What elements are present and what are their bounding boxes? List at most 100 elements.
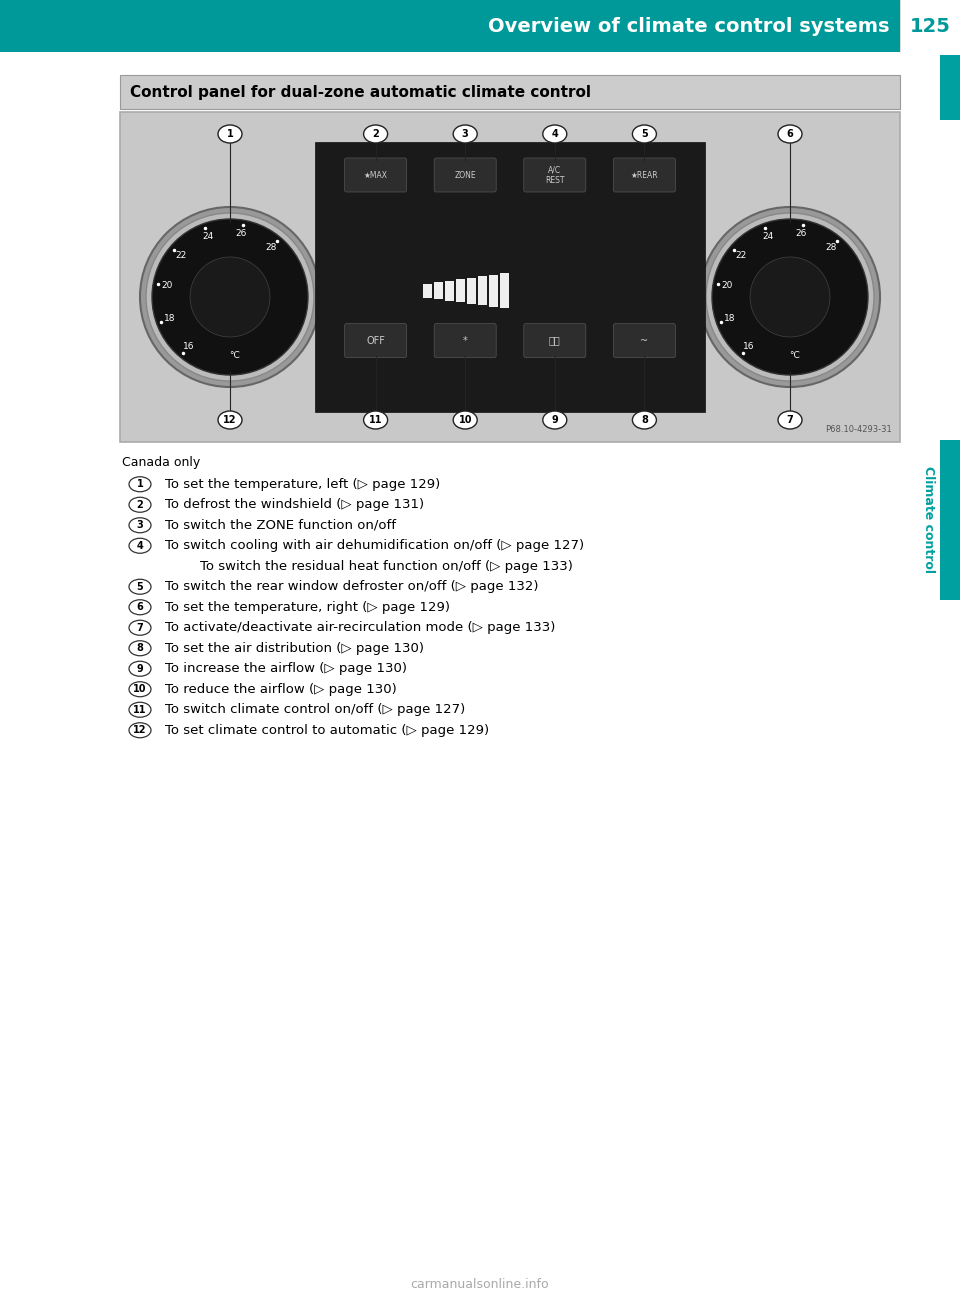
Bar: [468, 277, 476, 303]
Bar: [434, 283, 444, 299]
Text: 28: 28: [266, 243, 276, 253]
Circle shape: [140, 207, 320, 387]
Text: 11: 11: [369, 415, 382, 424]
Ellipse shape: [129, 538, 151, 553]
Text: ⛄⛄: ⛄⛄: [549, 336, 561, 345]
Circle shape: [750, 256, 830, 337]
Text: 12: 12: [224, 415, 237, 424]
Ellipse shape: [633, 411, 657, 428]
Bar: [120, 76, 900, 109]
Bar: [900, 0, 960, 52]
Text: To set the temperature, left (▷ page 129): To set the temperature, left (▷ page 129…: [165, 478, 441, 491]
Text: OFF: OFF: [366, 336, 385, 345]
Text: To reduce the airflow (▷ page 130): To reduce the airflow (▷ page 130): [165, 682, 396, 695]
Ellipse shape: [129, 600, 151, 615]
Text: °C: °C: [229, 350, 240, 359]
Text: 20: 20: [721, 281, 732, 290]
Text: 9: 9: [551, 415, 558, 424]
Text: 11: 11: [133, 704, 147, 715]
Text: To increase the airflow (▷ page 130): To increase the airflow (▷ page 130): [165, 663, 407, 676]
Bar: [423, 284, 432, 297]
Text: To switch the rear window defroster on/off (▷ page 132): To switch the rear window defroster on/o…: [165, 581, 539, 594]
Text: ★REAR: ★REAR: [631, 171, 659, 180]
Bar: [0, 0, 900, 52]
Circle shape: [146, 214, 314, 381]
Text: ~: ~: [640, 336, 648, 345]
Text: P68.10-4293-31: P68.10-4293-31: [826, 424, 892, 434]
Text: To switch climate control on/off (▷ page 127): To switch climate control on/off (▷ page…: [165, 703, 466, 716]
Text: *: *: [463, 336, 468, 345]
Text: 26: 26: [796, 229, 806, 238]
Circle shape: [706, 214, 874, 381]
Text: 1: 1: [136, 479, 143, 490]
Text: 16: 16: [183, 341, 195, 350]
Text: AUTO: AUTO: [208, 299, 252, 314]
Ellipse shape: [129, 702, 151, 717]
Text: 22: 22: [176, 251, 186, 260]
Ellipse shape: [542, 125, 566, 143]
Text: 9: 9: [136, 664, 143, 673]
Text: 22: 22: [735, 251, 747, 260]
Text: Climate control: Climate control: [922, 466, 935, 573]
Ellipse shape: [218, 411, 242, 428]
Text: To switch the ZONE function on/off: To switch the ZONE function on/off: [165, 518, 396, 531]
FancyBboxPatch shape: [613, 324, 676, 358]
FancyBboxPatch shape: [524, 324, 586, 358]
FancyBboxPatch shape: [434, 158, 496, 191]
Text: 10: 10: [459, 415, 472, 424]
Text: 20: 20: [161, 281, 173, 290]
Ellipse shape: [129, 518, 151, 533]
Ellipse shape: [778, 125, 802, 143]
Text: 6: 6: [136, 603, 143, 612]
Text: To set the air distribution (▷ page 130): To set the air distribution (▷ page 130): [165, 642, 424, 655]
Circle shape: [190, 256, 270, 337]
Text: 10: 10: [133, 685, 147, 694]
Text: Canada only: Canada only: [122, 456, 201, 469]
Ellipse shape: [129, 723, 151, 738]
Ellipse shape: [218, 125, 242, 143]
Text: 4: 4: [136, 540, 143, 551]
FancyBboxPatch shape: [434, 324, 496, 358]
Text: 28: 28: [826, 243, 837, 253]
Bar: [940, 440, 960, 600]
Text: To switch cooling with air dehumidification on/off (▷ page 127): To switch cooling with air dehumidificat…: [165, 539, 584, 552]
Text: Overview of climate control systems: Overview of climate control systems: [489, 17, 890, 35]
Text: 3: 3: [136, 521, 143, 530]
Text: To switch the residual heat function on/off (▷ page 133): To switch the residual heat function on/…: [200, 560, 573, 573]
Text: 24: 24: [762, 232, 774, 241]
Text: To defrost the windshield (▷ page 131): To defrost the windshield (▷ page 131): [165, 499, 424, 512]
FancyBboxPatch shape: [345, 158, 407, 191]
Circle shape: [152, 219, 308, 375]
Ellipse shape: [453, 411, 477, 428]
Text: 16: 16: [743, 341, 755, 350]
Text: ZONE: ZONE: [454, 171, 476, 180]
Ellipse shape: [364, 411, 388, 428]
Text: 7: 7: [136, 622, 143, 633]
Text: Control panel for dual-zone automatic climate control: Control panel for dual-zone automatic cl…: [130, 85, 591, 99]
Text: 8: 8: [641, 415, 648, 424]
Text: To set climate control to automatic (▷ page 129): To set climate control to automatic (▷ p…: [165, 724, 490, 737]
Ellipse shape: [453, 125, 477, 143]
Text: To set the temperature, right (▷ page 129): To set the temperature, right (▷ page 12…: [165, 600, 450, 613]
Ellipse shape: [129, 682, 151, 697]
Circle shape: [712, 219, 868, 375]
Ellipse shape: [129, 579, 151, 594]
FancyBboxPatch shape: [524, 158, 586, 191]
Circle shape: [700, 207, 880, 387]
Text: 24: 24: [203, 232, 214, 241]
FancyBboxPatch shape: [345, 324, 407, 358]
Text: carmanualsonline.info: carmanualsonline.info: [411, 1279, 549, 1292]
Text: 4: 4: [551, 129, 558, 139]
Ellipse shape: [129, 477, 151, 492]
Text: 5: 5: [136, 582, 143, 591]
Bar: [490, 275, 498, 306]
Text: To activate/deactivate air-recirculation mode (▷ page 133): To activate/deactivate air-recirculation…: [165, 621, 556, 634]
Ellipse shape: [129, 661, 151, 676]
Text: 1: 1: [227, 129, 233, 139]
Text: 7: 7: [786, 415, 793, 424]
Text: 26: 26: [235, 229, 247, 238]
Bar: [456, 279, 466, 302]
Ellipse shape: [129, 620, 151, 635]
Text: 125: 125: [909, 17, 950, 35]
Text: 18: 18: [724, 314, 735, 323]
